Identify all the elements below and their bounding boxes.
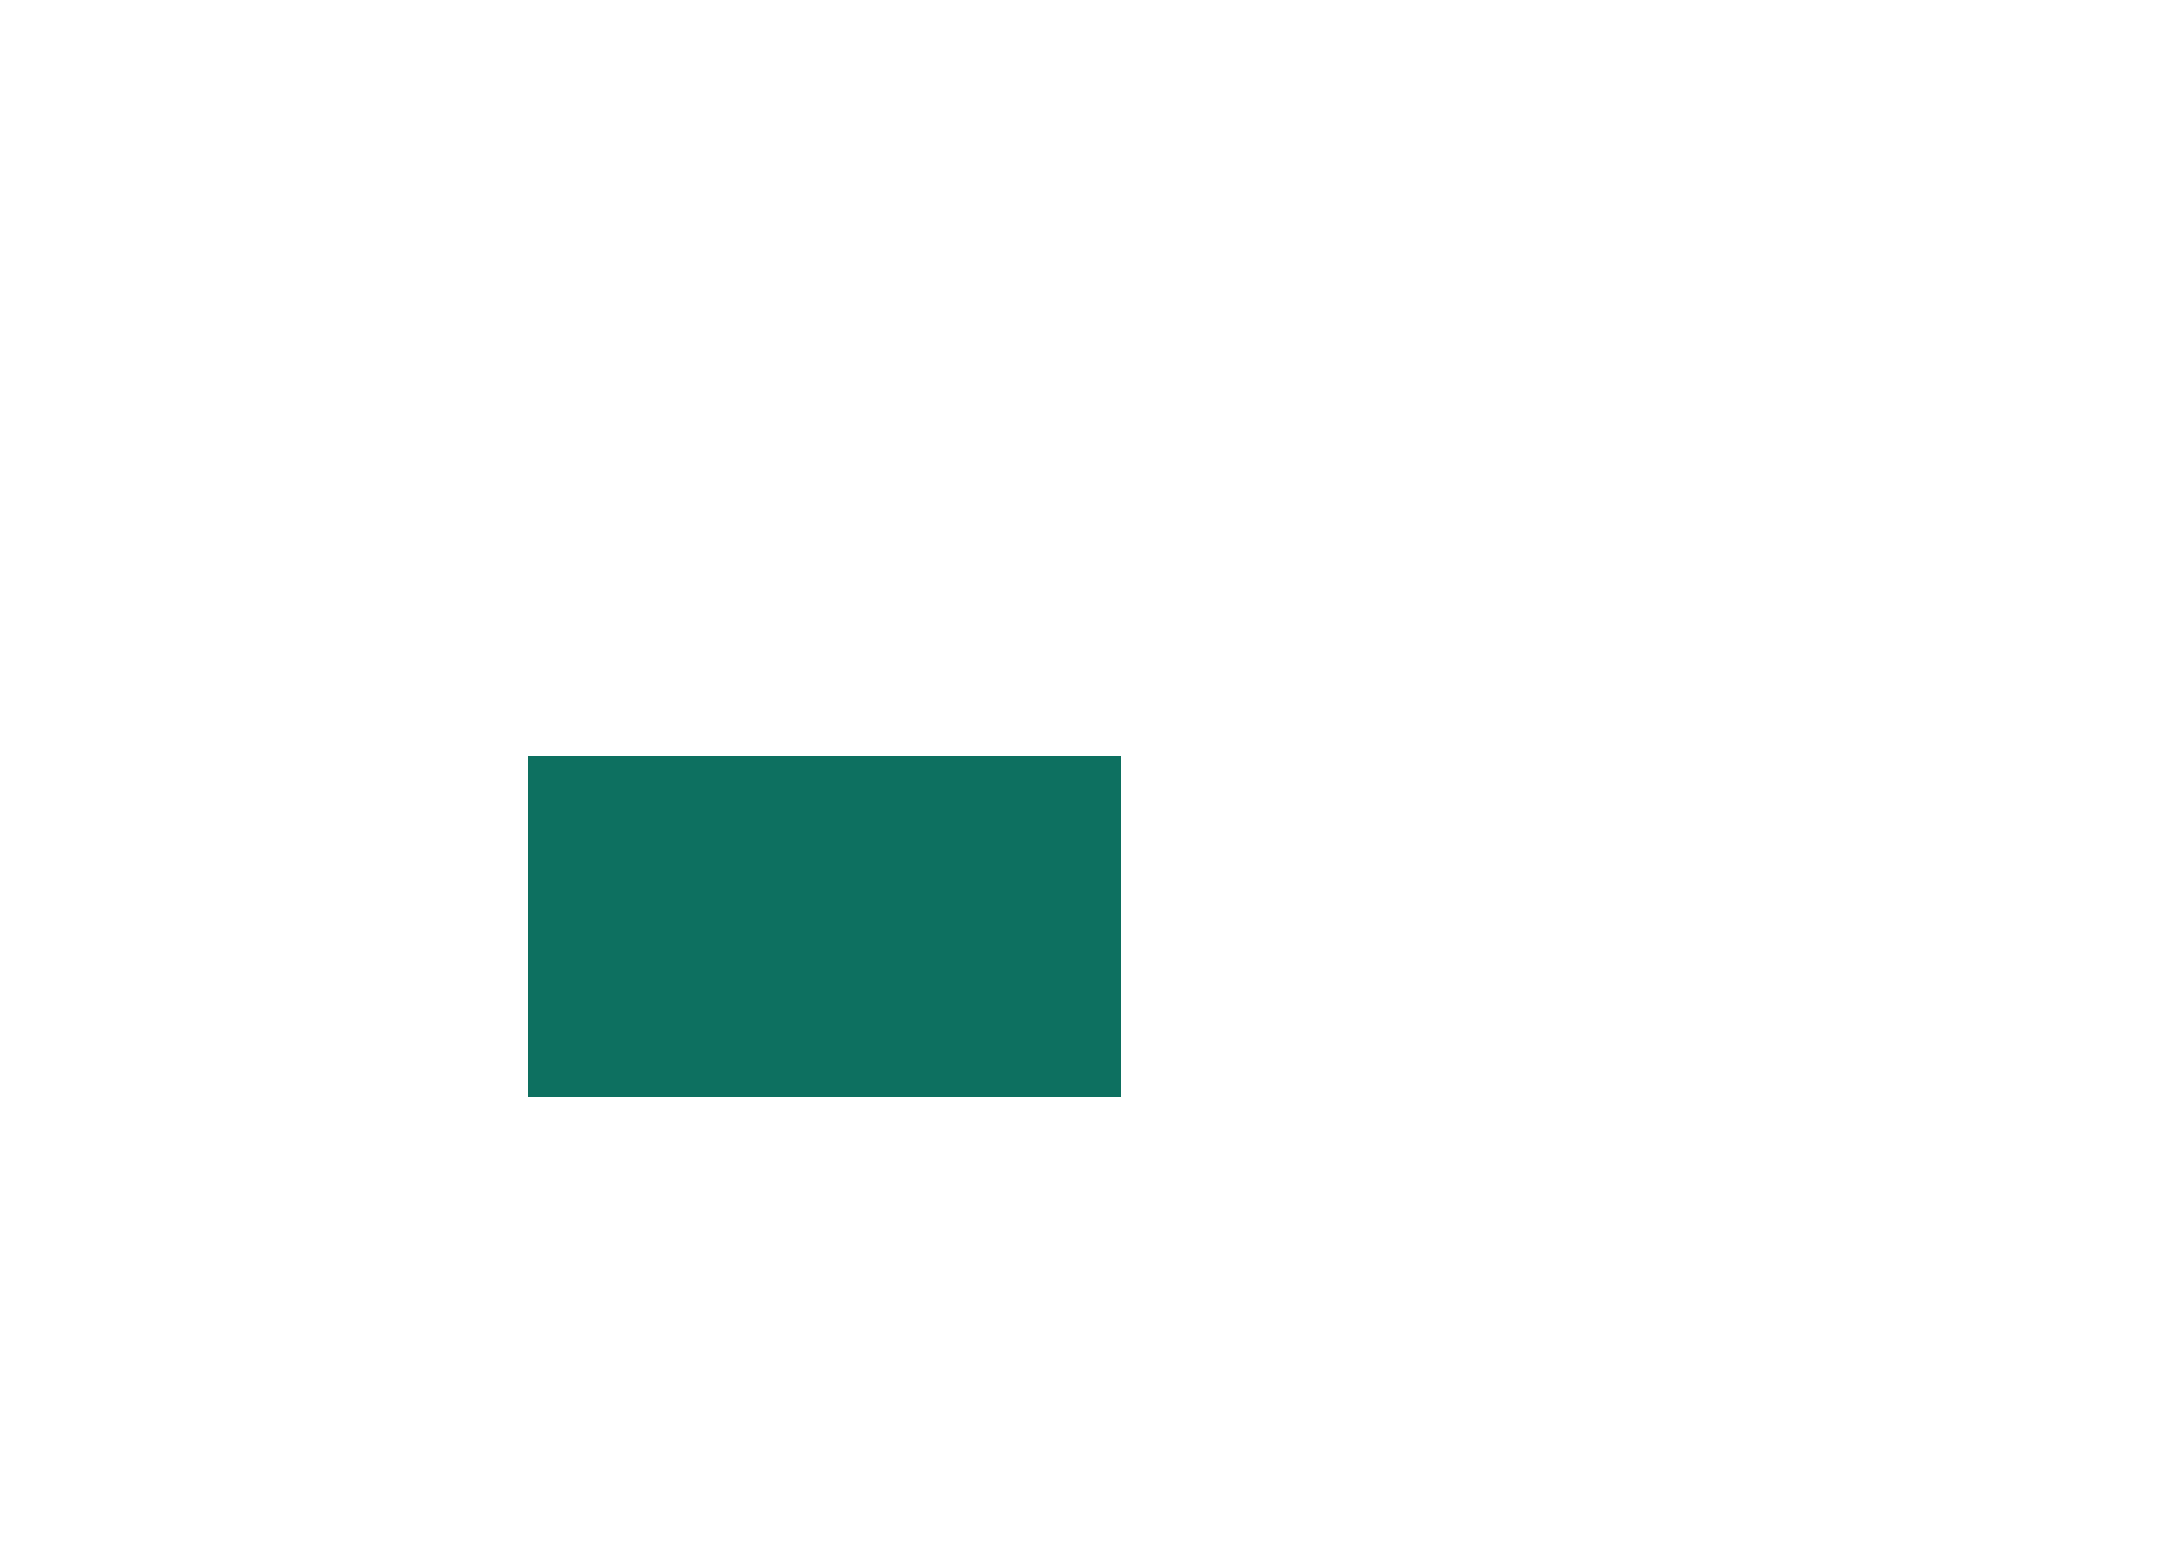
green-rectangle [528, 756, 1121, 1097]
